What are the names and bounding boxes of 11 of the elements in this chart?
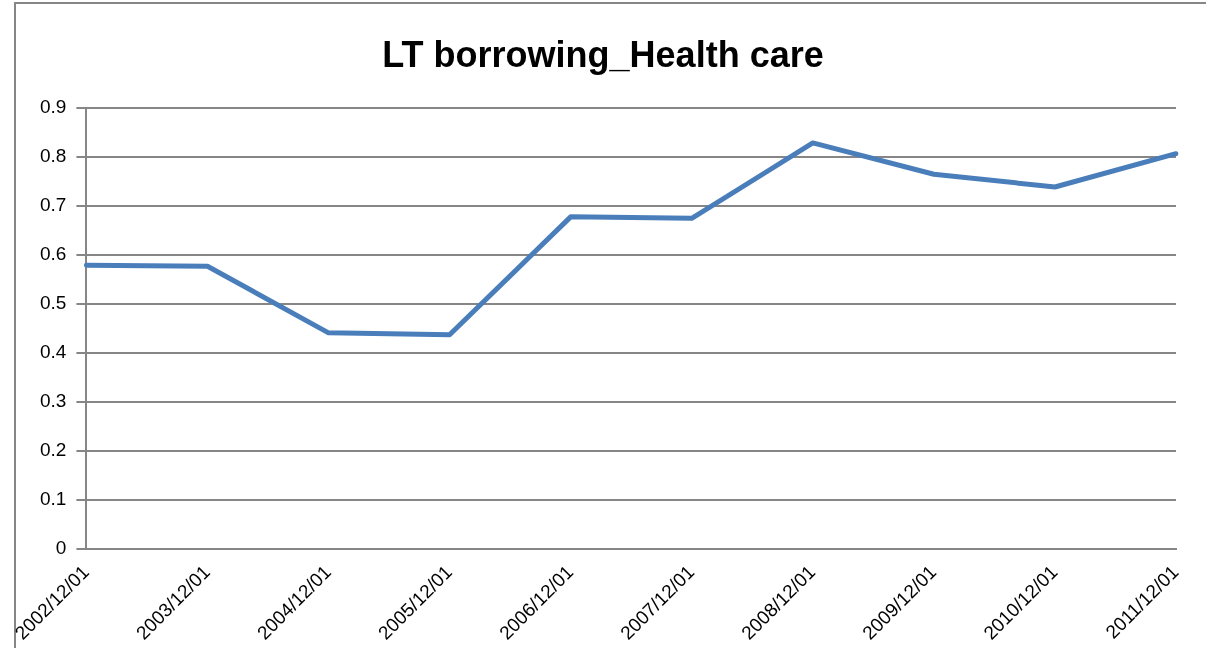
y-tick-label: 0.8	[39, 145, 67, 167]
y-tick-label: 0.7	[39, 194, 67, 216]
y-tick-label: 0	[55, 536, 67, 558]
y-tick-label: 0.4	[39, 341, 67, 363]
y-tick-label: 0.3	[39, 390, 67, 412]
y-tick-label: 0.6	[39, 243, 67, 265]
y-tick-label: 0.5	[39, 292, 67, 314]
chart-title: LT borrowing_Health care	[382, 33, 824, 75]
y-tick-label: 0.2	[39, 439, 67, 460]
y-tick-label: 0.9	[39, 96, 67, 118]
y-tick-label: 0.1	[39, 487, 67, 509]
